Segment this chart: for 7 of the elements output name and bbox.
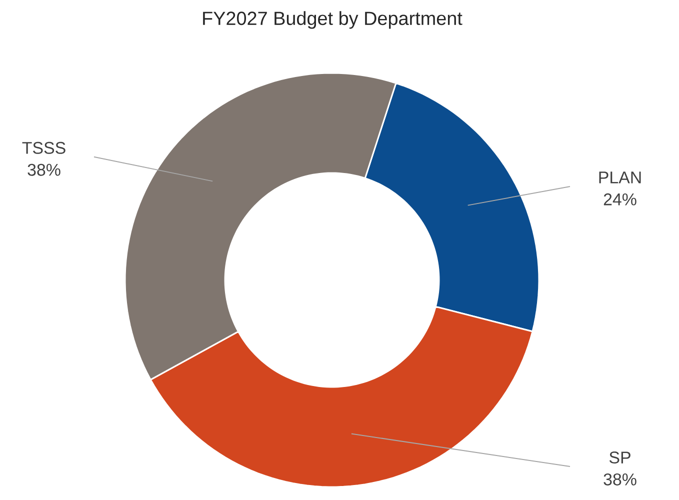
chart-title: FY2027 Budget by Department (203, 11, 462, 29)
slice-label: SP (609, 452, 630, 464)
slice-label: TSSS (22, 142, 66, 154)
data-label: 24% (604, 193, 636, 206)
data-label: 38% (28, 164, 60, 176)
data-label: 38% (604, 473, 636, 486)
slice-label: PLAN (599, 172, 641, 184)
